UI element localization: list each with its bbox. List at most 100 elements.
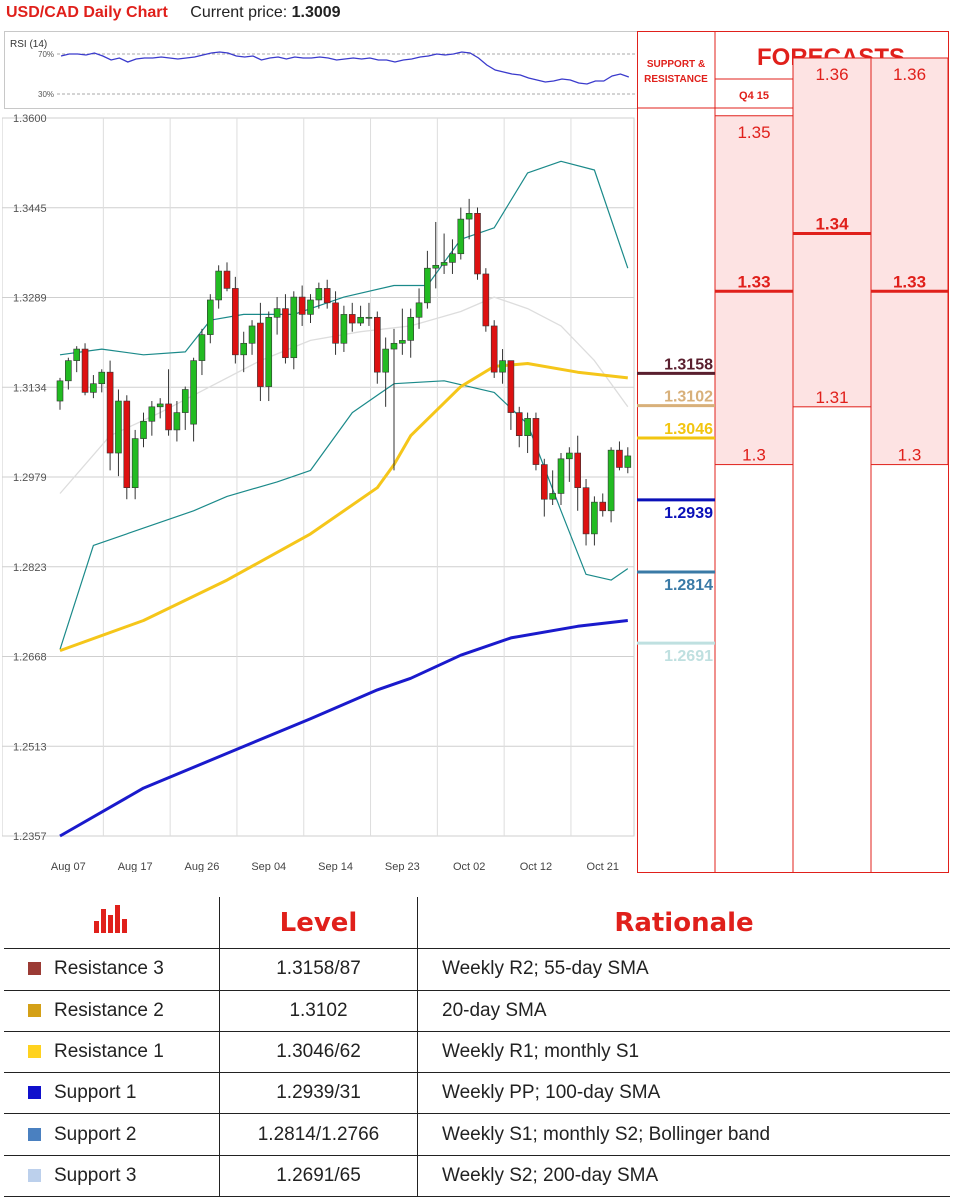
rsi-level-label: 70% <box>38 50 54 59</box>
candle-body <box>181 389 189 413</box>
candle-body <box>290 296 298 359</box>
current-price-label: Current price: <box>190 4 288 21</box>
candle-body <box>424 267 431 304</box>
sr-level-label: 1.3046 <box>664 421 713 438</box>
x-tick-label: Oct 12 <box>520 861 552 872</box>
candle-body <box>115 400 122 454</box>
candle-body <box>540 464 548 500</box>
candle-body <box>507 360 515 413</box>
resistance-3-swatch <box>28 962 41 976</box>
row-rationale: Weekly R2; 55-day SMA <box>417 948 950 991</box>
candle-body <box>131 438 139 488</box>
resistance-1-swatch <box>28 1045 41 1058</box>
row-name: Resistance 3 <box>54 958 164 980</box>
table-row: Support 3 1.2691/65 Weekly S2; 200-day S… <box>4 1155 950 1198</box>
sr-level-label: 1.2939 <box>664 505 713 522</box>
x-tick-label: Aug 07 <box>51 861 86 872</box>
candle-body <box>106 371 114 454</box>
y-tick-label: 1.3445 <box>13 203 47 215</box>
resistance-2-swatch <box>28 1003 41 1017</box>
forecast-avg-label: 1.33 <box>893 272 926 291</box>
support-1-swatch <box>28 1086 41 1100</box>
row-level: 1.3102 <box>219 990 418 1032</box>
chart-header: USD/CAD Daily Chart Current price: 1.300… <box>6 4 341 28</box>
candle-body <box>81 348 89 393</box>
rsi-line <box>60 51 630 85</box>
candle-body <box>465 213 473 220</box>
rsi-level-label: 30% <box>38 90 54 99</box>
y-tick-label: 1.2823 <box>13 562 47 574</box>
row-rationale: 20-day SMA <box>417 990 950 1032</box>
candle-body <box>165 403 172 431</box>
candle-body <box>148 406 156 422</box>
candle-body <box>415 302 423 318</box>
candle-body <box>73 348 80 361</box>
x-tick-label: Aug 17 <box>118 861 153 872</box>
sma55-line <box>59 362 628 653</box>
candle-body <box>365 316 373 319</box>
candle-body <box>482 273 490 327</box>
sr-title-line1: SUPPORT & <box>647 59 705 70</box>
row-rationale: Weekly S1; monthly S2; Bollinger band <box>417 1113 950 1156</box>
candle-body <box>549 493 556 500</box>
rationale-column-header: Rationale <box>417 897 950 950</box>
candle-body <box>449 253 456 263</box>
candle-body <box>499 360 506 373</box>
row-name: Support 1 <box>54 1082 137 1104</box>
candle-body <box>173 412 181 431</box>
forecast-column-header: Q4 15 <box>739 90 769 102</box>
candle-body <box>232 288 239 356</box>
current-price-value: 1.3009 <box>291 4 341 21</box>
sma200-line <box>59 619 628 838</box>
candle-body <box>198 334 206 361</box>
candle-body <box>524 418 531 436</box>
x-tick-label: Sep 14 <box>318 861 353 872</box>
levels-table-header: Level Rationale <box>4 897 950 950</box>
row-name: Support 3 <box>54 1164 137 1186</box>
rsi-chart: RSI (14)70% 30% <box>10 39 635 99</box>
row-level: 1.2814/1.2766 <box>219 1113 418 1156</box>
candle-body <box>607 449 615 512</box>
candle-body <box>474 213 481 275</box>
row-name: Resistance 2 <box>54 999 164 1021</box>
row-level: 1.3158/87 <box>219 948 418 991</box>
forecast-max-label: 1.36 <box>893 65 926 84</box>
candle-body <box>215 270 222 301</box>
candle-body <box>265 316 273 387</box>
table-row: Resistance 3 1.3158/87 Weekly R2; 55-day… <box>4 948 950 991</box>
forecast-min-label: 1.31 <box>815 388 848 407</box>
candlestick-chart: 1.3600 1.3445 1.3289 1.3134 1.2979 1.2823 1.26… <box>2 113 635 872</box>
bar-chart-icon-cell <box>4 897 220 950</box>
candle-body <box>248 325 256 344</box>
level-column-header: Level <box>219 897 418 950</box>
candle-body <box>257 322 264 387</box>
candle-body <box>240 342 247 356</box>
rsi-panel: RSI (14) 70% 30% <box>4 31 638 109</box>
sr-level-label: 1.2691 <box>664 648 713 665</box>
candle-body <box>307 299 314 315</box>
candle-body <box>624 455 632 468</box>
y-tick-label: 1.2668 <box>13 652 47 664</box>
candle-body <box>315 288 323 301</box>
price-chart: 1.3600 1.3445 1.3289 1.3134 1.2979 1.2823 1.26… <box>2 110 636 872</box>
candle-body <box>440 262 448 266</box>
support-2-swatch <box>28 1127 41 1141</box>
candle-body <box>207 299 214 335</box>
candle-body <box>515 412 523 436</box>
candle-body <box>190 360 197 425</box>
candle-body <box>532 418 540 465</box>
candle-body <box>390 342 398 350</box>
row-name: Resistance 1 <box>54 1041 164 1062</box>
candle-body <box>90 383 97 393</box>
bar-chart-icon <box>93 905 130 934</box>
row-level: 1.2939/31 <box>219 1072 418 1115</box>
candle-body <box>457 218 465 255</box>
sr-level-label: 1.3102 <box>664 389 713 406</box>
candle-body <box>273 308 281 318</box>
table-row: Resistance 1 1.3046/62 Weekly R1; monthl… <box>4 1031 950 1074</box>
support-3-swatch <box>28 1168 41 1182</box>
candle-body <box>566 452 573 460</box>
sr-title-line2: RESISTANCE <box>644 74 708 85</box>
candle-body <box>399 340 406 344</box>
candle-body <box>348 314 356 324</box>
